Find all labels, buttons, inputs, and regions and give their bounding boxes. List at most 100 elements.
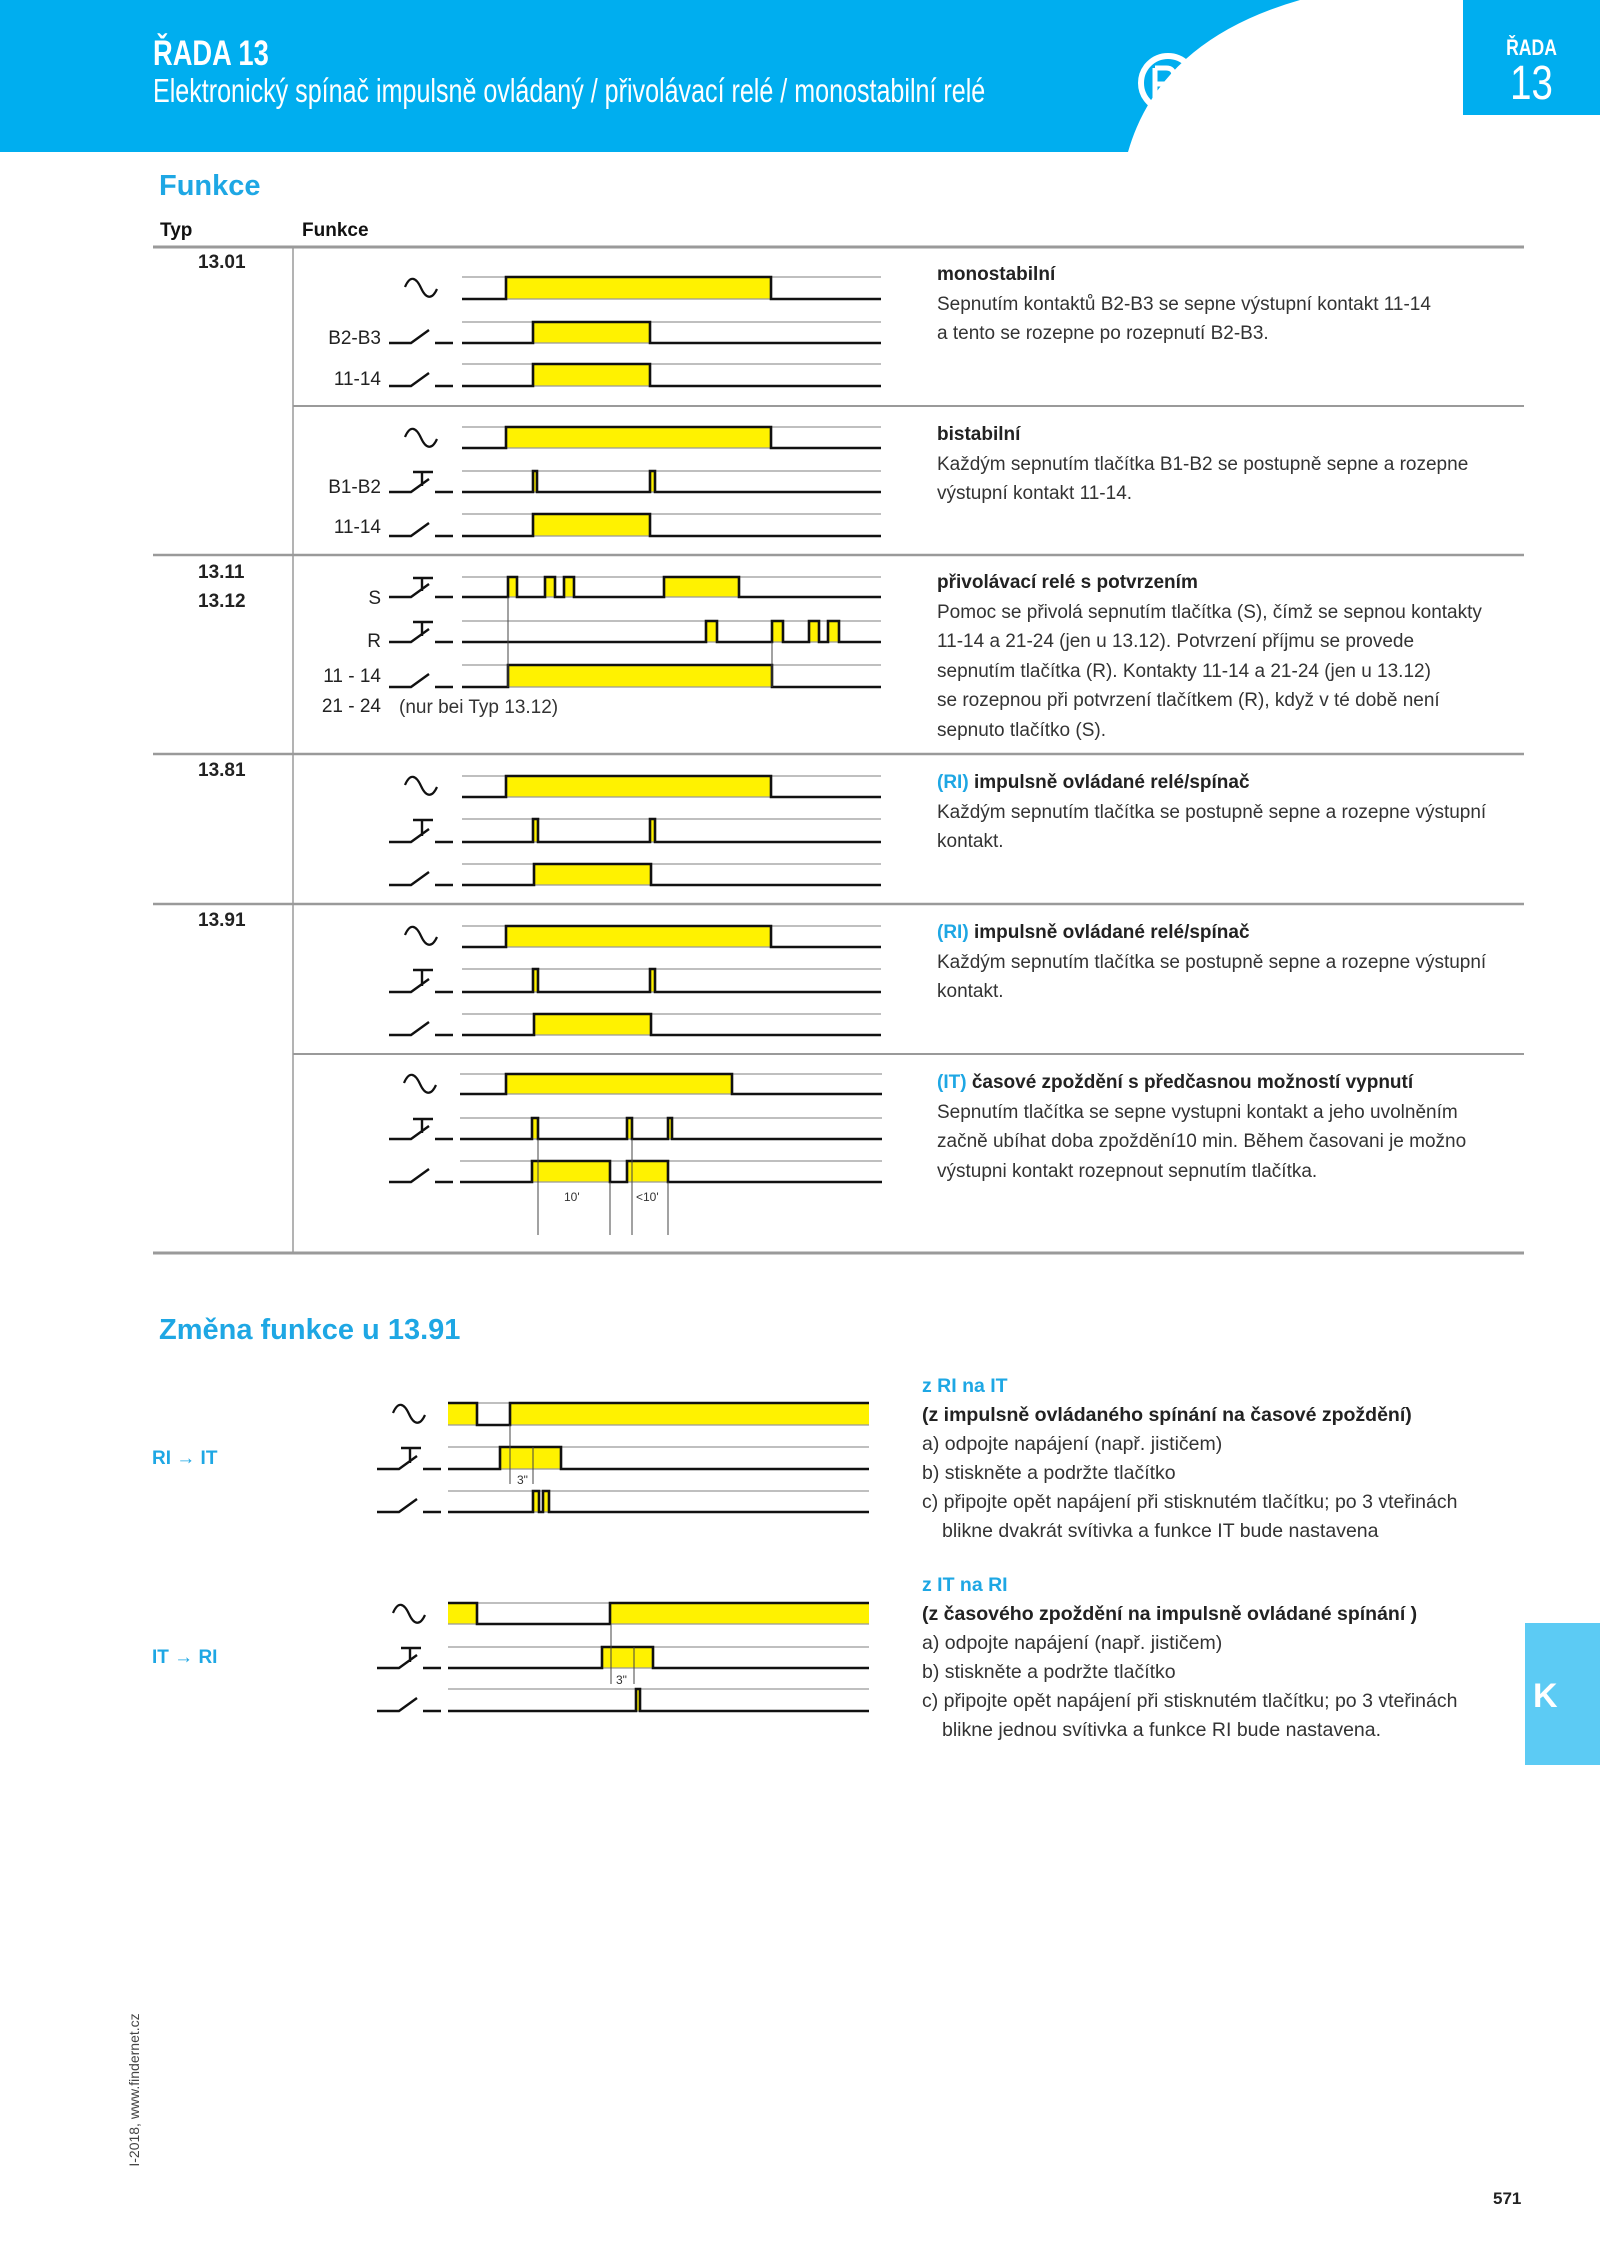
- signal-label: 11-14: [333, 517, 381, 538]
- timing-label: 10': [564, 1190, 580, 1204]
- sine-icon: [391, 1603, 427, 1624]
- step: a) odpojte napájení (např. jističem): [922, 1433, 1223, 1455]
- signal-trace: [448, 1401, 869, 1427]
- series-badge: [1463, 0, 1600, 115]
- signal-label: 21 - 24: [321, 696, 381, 717]
- signal-trace: [462, 320, 881, 345]
- function-code: (RI): [937, 772, 969, 793]
- signal-trace: [462, 663, 881, 689]
- page-subtitle: Elektronický spínač impulsně ovládaný / …: [153, 72, 986, 109]
- section-heading-change: Změna funkce u 13.91: [159, 1314, 461, 1346]
- signal-on-period: [828, 621, 839, 642]
- pushbutton-icon: [389, 620, 453, 644]
- signal-on-period: [508, 665, 772, 687]
- signal-trace: [462, 275, 881, 301]
- signal-on-period: [534, 1014, 651, 1035]
- signal-waveform: [462, 967, 881, 994]
- type-label: 13.91: [198, 910, 246, 931]
- signal-on-period: [636, 1689, 640, 1711]
- brand-logo-text: finder: [1202, 65, 1314, 112]
- signal-trace: [448, 1645, 869, 1670]
- contact-icon: [377, 1498, 441, 1514]
- pushbutton-icon: [389, 1117, 453, 1141]
- timing-diagrams: [377, 275, 882, 1713]
- step: c) připojte opět napájení při stisknutém…: [922, 1690, 1458, 1712]
- type-label: 13.01: [198, 252, 246, 273]
- function-description: (IT) časové zpoždění s předčasnou možnos…: [937, 1068, 1466, 1186]
- signal-trace: [462, 619, 881, 644]
- signal-on-period: [564, 577, 574, 597]
- signal-waveform: [448, 1489, 869, 1514]
- signal-trace: [448, 1601, 869, 1626]
- section-heading-functions: Funkce: [159, 170, 261, 202]
- badge-label: ŘADA: [1506, 35, 1557, 60]
- signal-on-period: [506, 926, 771, 947]
- signal-on-period: [533, 471, 537, 492]
- description-line: Každým sepnutím tlačítka B1-B2 se postup…: [937, 453, 1469, 475]
- description-line: sepnuto tlačítko (S).: [937, 719, 1106, 741]
- signal-on-period: [532, 1161, 610, 1182]
- function-title: přivolávací relé s potvrzením: [937, 572, 1198, 593]
- timing-label: <10': [636, 1190, 659, 1204]
- signal-on-period: [533, 364, 650, 386]
- signal-label: R: [367, 631, 381, 652]
- signal-trace: [462, 774, 881, 799]
- description-line: výstupní kontakt 11-14.: [937, 483, 1133, 504]
- signal-on-period: [500, 1447, 561, 1469]
- signal-waveform: [462, 362, 881, 388]
- signal-trace: [462, 362, 881, 388]
- contact-icon: [377, 1697, 441, 1713]
- description-line: se rozepnou při potvrzení tlačítkem (R),…: [937, 690, 1440, 711]
- signal-trace: [448, 1687, 869, 1713]
- signal-trace: [460, 1116, 882, 1141]
- sine-icon: [403, 775, 439, 796]
- signal-trace: [462, 575, 881, 599]
- change-title: z RI na IT: [922, 1375, 1008, 1397]
- signal-label: 11-14: [333, 369, 381, 390]
- signal-trace: [448, 1445, 869, 1471]
- edition-note: I-2018, www.findernet.cz: [126, 2013, 142, 2167]
- signal-waveform: [462, 275, 881, 301]
- timing-label: 3": [616, 1673, 627, 1687]
- contact-icon: [389, 871, 453, 887]
- type-label: 13.12: [198, 591, 246, 612]
- signal-waveform: [462, 862, 881, 887]
- description-line: sepnutím tlačítka (R). Kontakty 11-14 a …: [937, 660, 1431, 682]
- function-title: časové zpoždění s předčasnou možností vy…: [971, 1072, 1414, 1093]
- signal-trace: [462, 924, 881, 949]
- function-description: (RI) impulsně ovládané relé/spínač Každý…: [937, 768, 1486, 857]
- signal-on-period: [602, 1647, 653, 1668]
- finder-logo-icon: [1138, 53, 1198, 113]
- function-code: (IT): [937, 1072, 967, 1093]
- signal-waveform: [460, 1072, 882, 1096]
- signal-trace: [462, 512, 881, 538]
- signal-label: S: [368, 588, 381, 609]
- badge-number: 13: [1510, 57, 1553, 110]
- signal-waveform: [462, 663, 881, 689]
- signal-waveform: [460, 1116, 882, 1141]
- section-tab[interactable]: K: [1525, 1623, 1600, 1765]
- signal-waveform: [462, 575, 881, 599]
- step: a) odpojte napájení (např. jističem): [922, 1632, 1223, 1654]
- contact-icon: [389, 522, 453, 538]
- change-subtitle: (z časového zpoždění na impulsně ovládan…: [922, 1603, 1418, 1625]
- step: blikne dvakrát svítivka a funkce IT bude…: [942, 1520, 1379, 1542]
- column-header-function: Funkce: [302, 220, 369, 241]
- mode-change-label: RI → IT: [152, 1448, 218, 1469]
- step: blikne jednou svítivka a funkce RI bude …: [942, 1719, 1382, 1741]
- signal-on-period: [706, 621, 717, 642]
- signal-waveform: [462, 817, 881, 844]
- contact-icon: [389, 1021, 453, 1037]
- signal-on-period: [545, 577, 555, 597]
- signal-on-period: [510, 1403, 869, 1425]
- description-line: 11-14 a 21-24 (jen u 13.12). Potvrzení p…: [937, 631, 1415, 652]
- function-description: bistabilní Každým sepnutím tlačítka B1-B…: [937, 420, 1468, 509]
- mode-change-label: IT → RI: [152, 1647, 218, 1668]
- signal-trace: [448, 1489, 869, 1514]
- description-line: kontakt.: [937, 981, 1004, 1002]
- type-label: 13.11: [198, 562, 245, 583]
- description-line: a tento se rozepne po rozepnutí B2-B3.: [937, 323, 1269, 344]
- description-line: Sepnutím kontaktů B2-B3 se sepne výstupn…: [937, 293, 1431, 315]
- signal-waveform: [448, 1645, 869, 1670]
